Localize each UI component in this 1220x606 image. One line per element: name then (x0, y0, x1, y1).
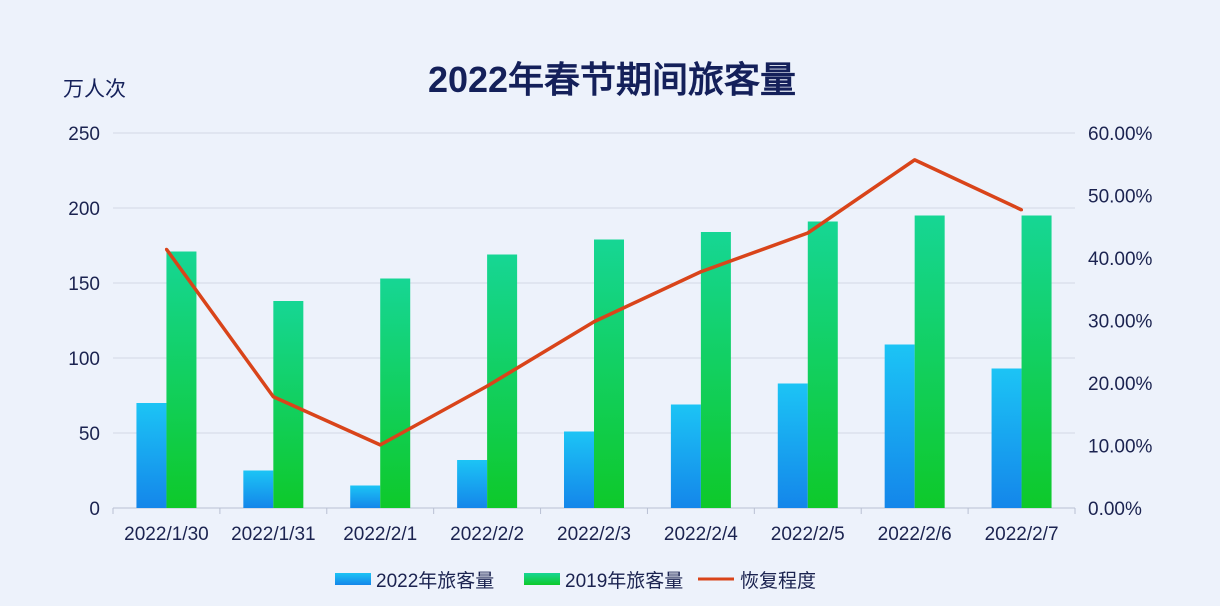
bar-2019 (380, 278, 411, 508)
bar-2022 (670, 404, 701, 508)
bar-2019 (914, 215, 945, 508)
recovery-point (592, 320, 596, 324)
recovery-point (806, 231, 810, 235)
recovery-point (164, 247, 168, 251)
legend-label-2022: 2022年旅客量 (376, 570, 494, 592)
y-tick-label: 50 (79, 424, 100, 445)
y-tick-label: 0 (89, 499, 100, 520)
bar-2022 (564, 431, 594, 508)
y2-tick-label: 40.00% (1088, 249, 1153, 270)
x-tick-label: 2022/2/7 (985, 524, 1059, 545)
x-tick-label: 2022/2/4 (664, 524, 738, 545)
x-tick-label: 2022/2/3 (557, 524, 631, 545)
bar-2019 (807, 221, 838, 508)
y2-tick-label: 10.00% (1088, 437, 1153, 458)
x-tick-label: 2022/2/5 (771, 524, 845, 545)
bar-2022 (350, 485, 381, 508)
bar-2022 (884, 344, 915, 508)
x-tick-label: 2022/2/2 (450, 524, 524, 545)
recovery-point (913, 158, 917, 162)
legend-swatch-2022 (335, 573, 371, 585)
y-tick-label: 150 (68, 274, 100, 295)
y-axis-label: 万人次 (63, 78, 126, 101)
x-tick-label: 2022/1/30 (124, 524, 209, 545)
y-tick-label: 100 (68, 349, 100, 370)
y2-tick-label: 0.00% (1088, 499, 1142, 520)
recovery-point (378, 443, 382, 447)
recovery-point (485, 384, 489, 388)
legend-label-recovery: 恢复程度 (740, 570, 816, 592)
recovery-point (1020, 208, 1024, 212)
chart-title: 2022年春节期间旅客量 (428, 59, 796, 100)
y-tick-label: 200 (68, 199, 100, 220)
x-tick-label: 2022/2/1 (343, 524, 417, 545)
bar-2022 (991, 368, 1022, 508)
bar-2022 (136, 403, 167, 508)
y2-tick-label: 60.00% (1088, 124, 1153, 145)
bar-2019 (1021, 215, 1052, 508)
bar-2022 (777, 383, 808, 508)
bar-2022 (457, 460, 488, 508)
legend: 2022年旅客量 2019年旅客量 恢复程度 (335, 570, 816, 592)
x-tick-label: 2022/1/31 (231, 524, 316, 545)
y2-tick-label: 30.00% (1088, 312, 1153, 333)
recovery-point (271, 395, 275, 399)
y2-tick-label: 50.00% (1088, 187, 1153, 208)
bar-2019 (700, 232, 731, 508)
recovery-point (699, 270, 703, 274)
bar-2019 (594, 239, 624, 508)
x-tick-label: 2022/2/6 (878, 524, 952, 545)
bar-2022 (243, 470, 274, 508)
bar-2019 (166, 251, 197, 508)
y2-tick-label: 20.00% (1088, 374, 1153, 395)
legend-label-2019: 2019年旅客量 (565, 570, 683, 592)
y-tick-label: 250 (68, 124, 100, 145)
bar-2019 (487, 254, 518, 508)
legend-swatch-2019 (524, 573, 560, 585)
